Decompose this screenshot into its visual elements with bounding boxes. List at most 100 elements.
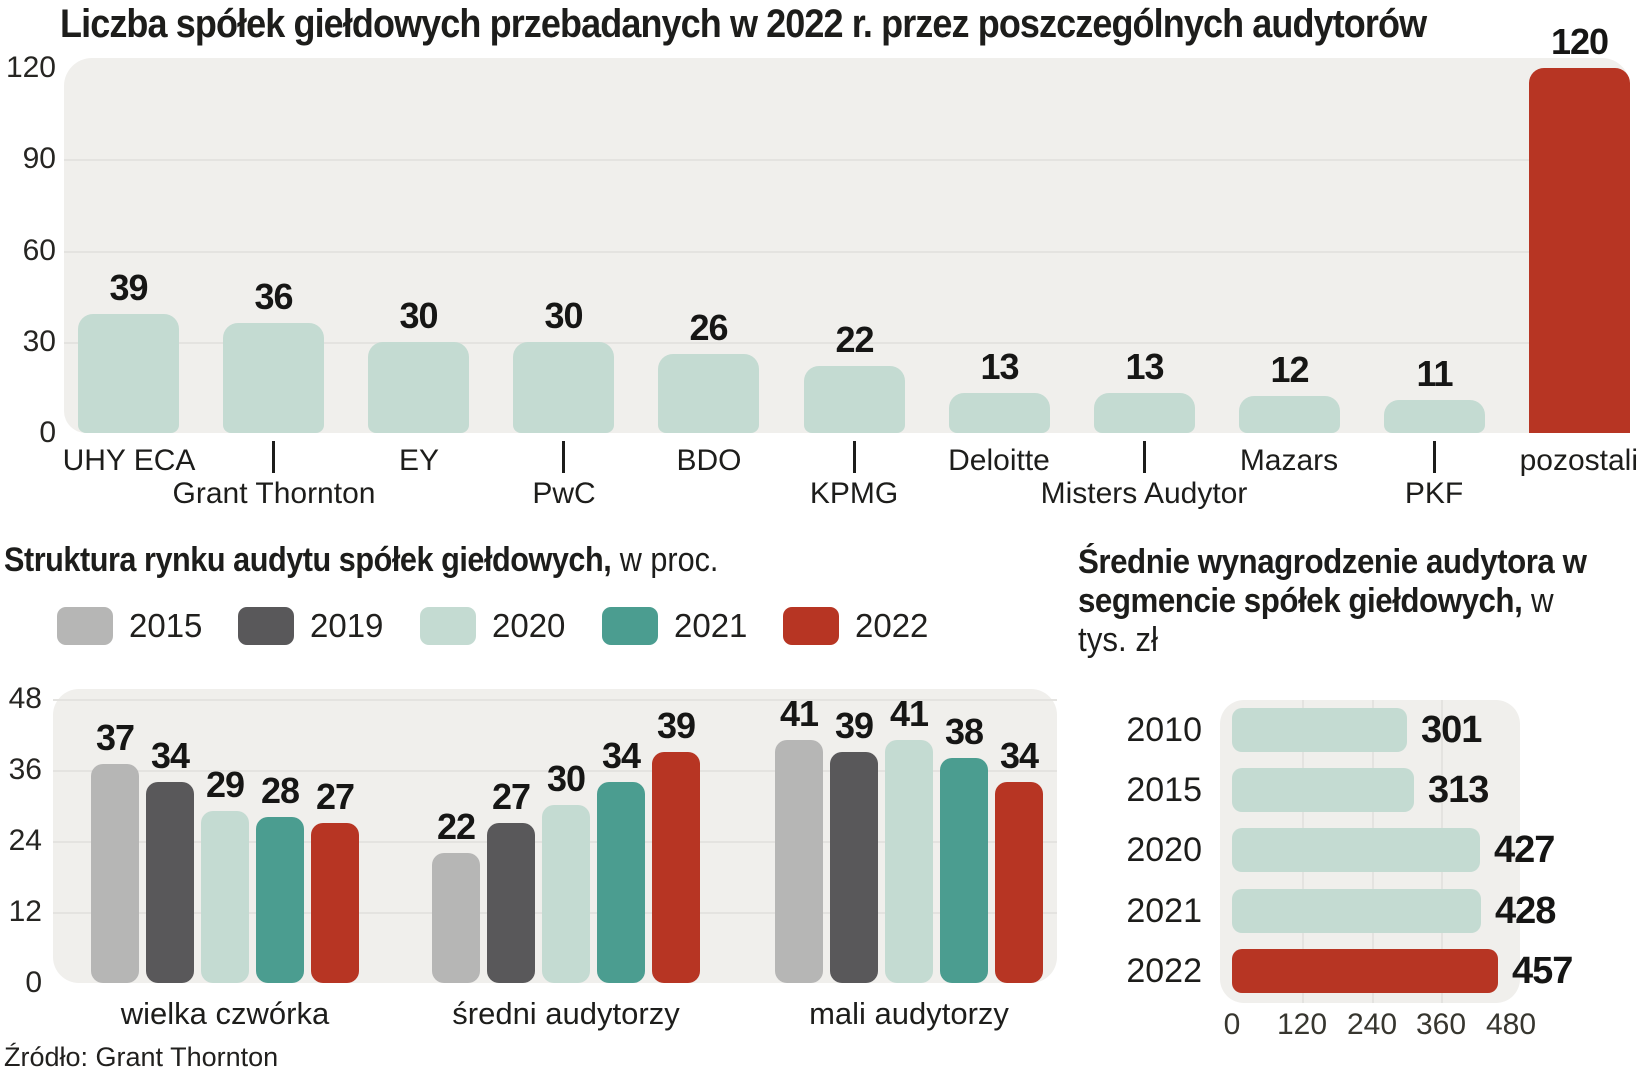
x-label-kpmg: KPMG [809, 477, 899, 510]
chart2-plot-area: 37 34 29 28 27 22 27 30 34 39 41 39 41 38 34 [53, 689, 1057, 983]
legend-swatch-2022 [783, 607, 839, 645]
legend-label-2021: 2021 [674, 607, 748, 644]
gridline-90 [64, 159, 1630, 161]
bar-wielka-czw-rka-2020 [201, 811, 249, 983]
x-label-ey: EY [398, 444, 440, 477]
x-tick-label-120: 120 [1276, 1008, 1328, 1041]
legend-swatch-2019 [238, 607, 294, 645]
legend-label-2020: 2020 [492, 607, 566, 644]
bar-kpmg [804, 366, 905, 433]
value-label-redni-audytorzy-2022: 39 [656, 705, 696, 746]
bar-redni-audytorzy-2020 [542, 805, 590, 983]
value-label-misters-audytor: 13 [1125, 346, 1164, 387]
bar-mali-audytorzy-2015 [775, 740, 823, 983]
y-tick-label-60: 60 [22, 234, 56, 267]
legend-label-2022: 2022 [855, 607, 929, 644]
bar-bdo [658, 354, 759, 433]
bar-2015 [1232, 768, 1414, 812]
gridline-36 [53, 770, 1057, 772]
bar-mali-audytorzy-2022 [995, 782, 1043, 983]
row-label-2021: 2021 [1126, 892, 1202, 930]
bar-2021 [1232, 889, 1481, 933]
legend-label-2019: 2019 [310, 607, 384, 644]
y-tick-label-90: 90 [22, 142, 56, 175]
chart3-title: Średnie wynagrodzenie audytora w segmenc… [1078, 543, 1593, 660]
x-axis-tick-mark-kpmg [853, 441, 856, 473]
category-label-redni-audytorzy: średni audytorzy [452, 996, 680, 1031]
bar-2010 [1232, 708, 1407, 752]
x-label-mazars: Mazars [1239, 444, 1339, 477]
bar-misters-audytor [1094, 393, 1195, 433]
value-label-2015: 313 [1428, 769, 1489, 811]
bar-mazars [1239, 396, 1340, 433]
x-axis-tick-mark-pwc [562, 441, 565, 473]
value-label-kpmg: 22 [835, 319, 874, 360]
value-label-2022: 457 [1512, 950, 1573, 992]
y-tick-label-30: 30 [22, 325, 56, 358]
row-label-2010: 2010 [1126, 711, 1202, 749]
value-label-grant-thornton: 36 [254, 276, 293, 317]
source-note: Źródło: Grant Thornton [4, 1042, 279, 1072]
bar-ey [368, 342, 469, 433]
y-tick-label-0: 0 [39, 416, 56, 449]
value-label-deloitte: 13 [980, 346, 1019, 387]
value-label-redni-audytorzy-2019: 27 [491, 776, 531, 817]
legend-swatch-2020 [420, 607, 476, 645]
x-label-misters-audytor: Misters Audytor [1040, 477, 1248, 510]
chart2-title-bold: Struktura rynku audytu spółek giełdowych… [4, 541, 612, 579]
bar-redni-audytorzy-2015 [432, 853, 480, 983]
x-label-uhy-eca: UHY ECA [62, 444, 196, 477]
bar-2022 [1232, 949, 1498, 993]
chart2-title-unit: w proc. [619, 541, 719, 579]
bar-mali-audytorzy-2019 [830, 752, 878, 983]
row-label-2015: 2015 [1126, 771, 1202, 809]
value-label-pkf: 11 [1416, 353, 1453, 394]
chart1-plot-area: 39 36 30 30 26 22 13 13 12 11 120 [64, 22, 1630, 433]
y-tick-label-36: 36 [8, 753, 42, 786]
bar-mali-audytorzy-2021 [940, 758, 988, 983]
legend-swatch-2015 [57, 607, 113, 645]
x-tick-label-240: 240 [1346, 1008, 1398, 1041]
value-label-redni-audytorzy-2020: 30 [546, 758, 586, 799]
value-label-wielka-czw-rka-2015: 37 [95, 717, 135, 758]
value-label-redni-audytorzy-2021: 34 [601, 735, 641, 776]
category-label-wielka-czw-rka: wielka czwórka [120, 996, 330, 1031]
bar-wielka-czw-rka-2015 [91, 764, 139, 983]
chart1-title: Liczba spółek giełdowych przebadanych w … [60, 2, 1427, 46]
y-tick-label-12: 12 [8, 895, 42, 928]
bar-deloitte [949, 393, 1050, 433]
bar-wielka-czw-rka-2022 [311, 823, 359, 983]
x-label-pozostali: pozostali [1519, 444, 1638, 477]
value-label-2010: 301 [1421, 709, 1482, 751]
bar-wielka-czw-rka-2021 [256, 817, 304, 983]
value-label-uhy-eca: 39 [109, 267, 148, 308]
value-label-pwc: 30 [544, 295, 583, 336]
y-tick-label-24: 24 [8, 824, 42, 857]
value-label-mali-audytorzy-2020: 41 [889, 693, 929, 734]
value-label-bdo: 26 [689, 307, 728, 348]
bar-wielka-czw-rka-2019 [146, 782, 194, 983]
gridline-30 [64, 342, 1630, 344]
category-label-mali-audytorzy: mali audytorzy [809, 996, 1009, 1031]
value-label-ey: 30 [399, 295, 438, 336]
bar-redni-audytorzy-2021 [597, 782, 645, 983]
x-axis-tick-mark-misters-audytor [1143, 441, 1146, 473]
value-label-mali-audytorzy-2019: 39 [834, 705, 874, 746]
gridline-48 [53, 699, 1057, 701]
x-label-pwc: PwC [532, 477, 596, 510]
x-tick-label-360: 360 [1415, 1008, 1467, 1041]
row-label-2022: 2022 [1126, 952, 1202, 990]
chart2-title: Struktura rynku audytu spółek giełdowych… [4, 541, 718, 580]
x-tick-label-480: 480 [1485, 1008, 1537, 1041]
value-label-mali-audytorzy-2021: 38 [944, 711, 984, 752]
value-label-wielka-czw-rka-2021: 28 [260, 770, 300, 811]
legend-swatch-2021 [602, 607, 658, 645]
chart3-title-unit: w tys. zł [1078, 582, 1554, 659]
y-tick-label-0: 0 [25, 966, 42, 999]
value-label-pozostali: 120 [1550, 21, 1609, 62]
bar-redni-audytorzy-2022 [652, 752, 700, 983]
y-tick-label-48: 48 [8, 682, 42, 715]
bar-redni-audytorzy-2019 [487, 823, 535, 983]
value-label-mali-audytorzy-2015: 41 [779, 693, 819, 734]
